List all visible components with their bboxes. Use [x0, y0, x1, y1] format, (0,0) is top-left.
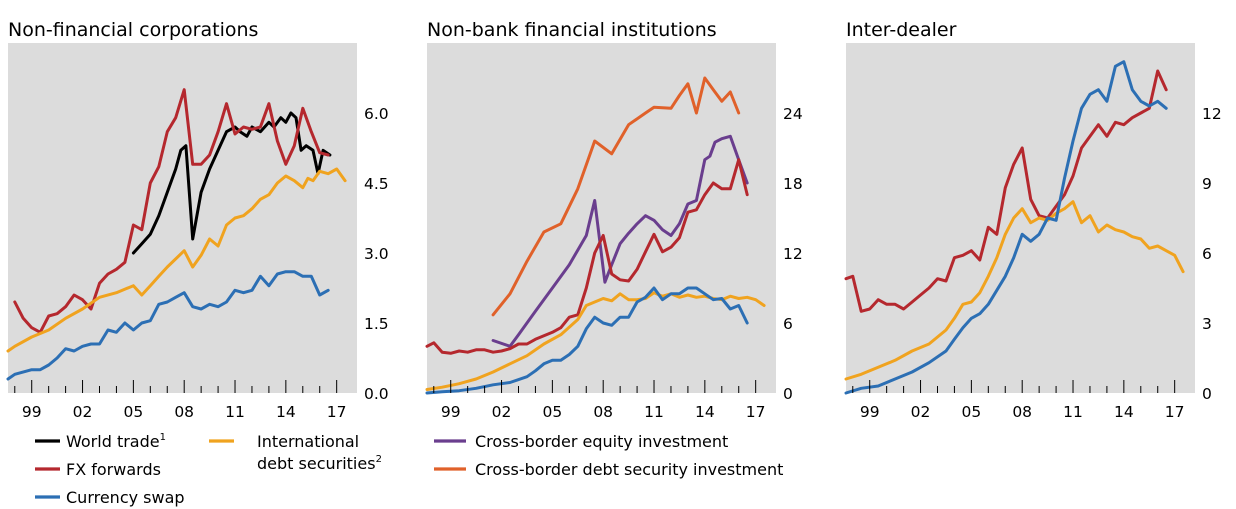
series-line-cross-border-debt-security-investment	[491, 76, 741, 317]
y-tick-label: 0	[1202, 385, 1212, 403]
series-line-cross-border-equity-investment	[491, 134, 749, 348]
x-tick-label: 99	[22, 403, 42, 421]
series-line-currency-swap	[844, 60, 1168, 395]
y-tick-label: 6	[1202, 245, 1212, 263]
series-line-world-trade	[131, 111, 332, 255]
x-tick-label: 05	[124, 403, 144, 421]
panel-title: Non-financial corporations	[8, 19, 258, 41]
x-tick-label: 99	[441, 403, 461, 421]
series-line-international-debt-securities	[6, 167, 347, 353]
plot-area	[427, 43, 776, 393]
x-tick-label: 08	[593, 403, 613, 421]
legend-footnote-2: 2	[376, 454, 382, 465]
x-tick-label: 14	[276, 403, 296, 421]
y-tick-label: 9	[1202, 175, 1212, 193]
panel-non-financial-corporations: Non-financial corporations 99 02 05 08 11 14 1…	[6, 19, 389, 421]
x-tick-label: 14	[1114, 403, 1134, 421]
x-tick-label: 05	[543, 403, 563, 421]
legend-label-equity: Cross-border equity investment	[475, 432, 728, 451]
series-line-fx-forwards	[425, 158, 749, 355]
legend: World trade1 FX forwards Currency swap I…	[35, 432, 783, 507]
x-tick-label: 14	[695, 403, 715, 421]
y-tick-label: 3.0	[364, 245, 389, 263]
y-tick-label: 24	[783, 105, 803, 123]
x-tick-label: 08	[174, 403, 194, 421]
y-tick-label: 12	[783, 245, 803, 263]
y-tick-label: 3	[1202, 315, 1212, 333]
legend-label-world-trade: World trade1	[66, 432, 166, 451]
legend-item-world-trade: World trade1	[35, 432, 166, 451]
y-tick-label: 6.0	[364, 105, 389, 123]
x-tick-label: 08	[1012, 403, 1032, 421]
x-tick-label: 02	[492, 403, 512, 421]
x-tick-label: 11	[644, 403, 664, 421]
y-tick-label: 0	[783, 385, 793, 403]
y-tick-label: 12	[1202, 105, 1222, 123]
legend-item-currency-swap: Currency swap	[35, 488, 185, 507]
x-tick-label: 11	[1063, 403, 1083, 421]
y-tick-label: 0.0	[364, 385, 389, 403]
x-tick-label: 99	[860, 403, 880, 421]
x-tick-label: 02	[911, 403, 931, 421]
x-tick-label: 05	[962, 403, 982, 421]
plot-area	[8, 43, 357, 393]
legend-item-equity: Cross-border equity investment	[434, 432, 728, 451]
panel-inter-dealer: Inter-dealer 99 02 05 08 11 14 17 0 3 6 9 12	[844, 19, 1222, 421]
series-line-currency-swap	[6, 270, 330, 381]
legend-item-international-debt-securities: International debt securities2	[209, 432, 382, 473]
series-line-fx-forwards	[13, 88, 330, 334]
legend-footnote-1: 1	[160, 432, 166, 443]
plot-area	[846, 43, 1195, 393]
legend-item-fx-forwards: FX forwards	[35, 460, 161, 479]
legend-label-international-line1: International	[257, 432, 359, 451]
y-tick-label: 18	[783, 175, 803, 193]
panel-title: Inter-dealer	[846, 19, 957, 41]
x-tick-label: 17	[746, 403, 766, 421]
legend-label-fx-forwards: FX forwards	[66, 460, 161, 479]
y-tick-label: 6	[783, 315, 793, 333]
x-tick-label: 17	[327, 403, 347, 421]
y-tick-label: 1.5	[364, 315, 389, 333]
x-tick-label: 11	[225, 403, 245, 421]
series-line-currency-swap	[425, 286, 749, 395]
legend-label-currency-swap: Currency swap	[66, 488, 185, 507]
panel-title: Non-bank financial institutions	[427, 19, 717, 41]
legend-item-debt-security: Cross-border debt security investment	[434, 460, 783, 479]
x-tick-label: 17	[1165, 403, 1185, 421]
x-tick-label: 02	[73, 403, 93, 421]
panel-non-bank-financial-institutions: Non-bank financial institutions 99 02 05 08…	[425, 19, 803, 421]
legend-label-debt-security: Cross-border debt security investment	[475, 460, 783, 479]
legend-label-international-line2: debt securities2	[257, 454, 382, 473]
series-line-fx-forwards	[844, 69, 1168, 313]
y-tick-label: 4.5	[364, 175, 389, 193]
series-line-international-debt-securities	[844, 200, 1185, 381]
